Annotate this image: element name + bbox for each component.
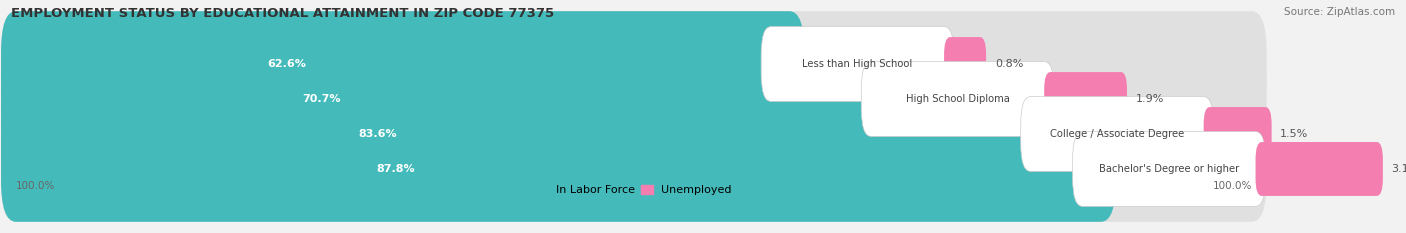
Text: 62.6%: 62.6% [267,59,307,69]
Text: College / Associate Degree: College / Associate Degree [1050,129,1184,139]
Text: 87.8%: 87.8% [377,164,415,174]
Text: 100.0%: 100.0% [15,182,55,192]
Text: 70.7%: 70.7% [302,94,340,104]
Text: 100.0%: 100.0% [1212,182,1251,192]
Text: 1.9%: 1.9% [1136,94,1164,104]
FancyBboxPatch shape [943,37,986,91]
FancyBboxPatch shape [1,46,1267,152]
Text: EMPLOYMENT STATUS BY EDUCATIONAL ATTAINMENT IN ZIP CODE 77375: EMPLOYMENT STATUS BY EDUCATIONAL ATTAINM… [11,7,554,20]
FancyBboxPatch shape [1,11,1267,117]
FancyBboxPatch shape [761,27,953,101]
FancyBboxPatch shape [1204,107,1271,161]
FancyBboxPatch shape [1,116,1267,222]
Text: Less than High School: Less than High School [803,59,912,69]
Text: 0.8%: 0.8% [995,59,1024,69]
Text: 1.5%: 1.5% [1281,129,1309,139]
FancyBboxPatch shape [1021,96,1213,171]
FancyBboxPatch shape [862,62,1054,137]
FancyBboxPatch shape [1,46,904,152]
Text: Bachelor's Degree or higher: Bachelor's Degree or higher [1099,164,1239,174]
FancyBboxPatch shape [1073,132,1265,206]
Text: High School Diploma: High School Diploma [905,94,1010,104]
Legend: In Labor Force, Unemployed: In Labor Force, Unemployed [531,181,737,200]
FancyBboxPatch shape [1,81,1267,187]
FancyBboxPatch shape [1,11,804,117]
FancyBboxPatch shape [1256,142,1384,196]
FancyBboxPatch shape [1045,72,1128,126]
FancyBboxPatch shape [1,116,1116,222]
Text: Source: ZipAtlas.com: Source: ZipAtlas.com [1284,7,1395,17]
Text: 83.6%: 83.6% [359,129,396,139]
Text: 3.1%: 3.1% [1392,164,1406,174]
FancyBboxPatch shape [1,81,1064,187]
